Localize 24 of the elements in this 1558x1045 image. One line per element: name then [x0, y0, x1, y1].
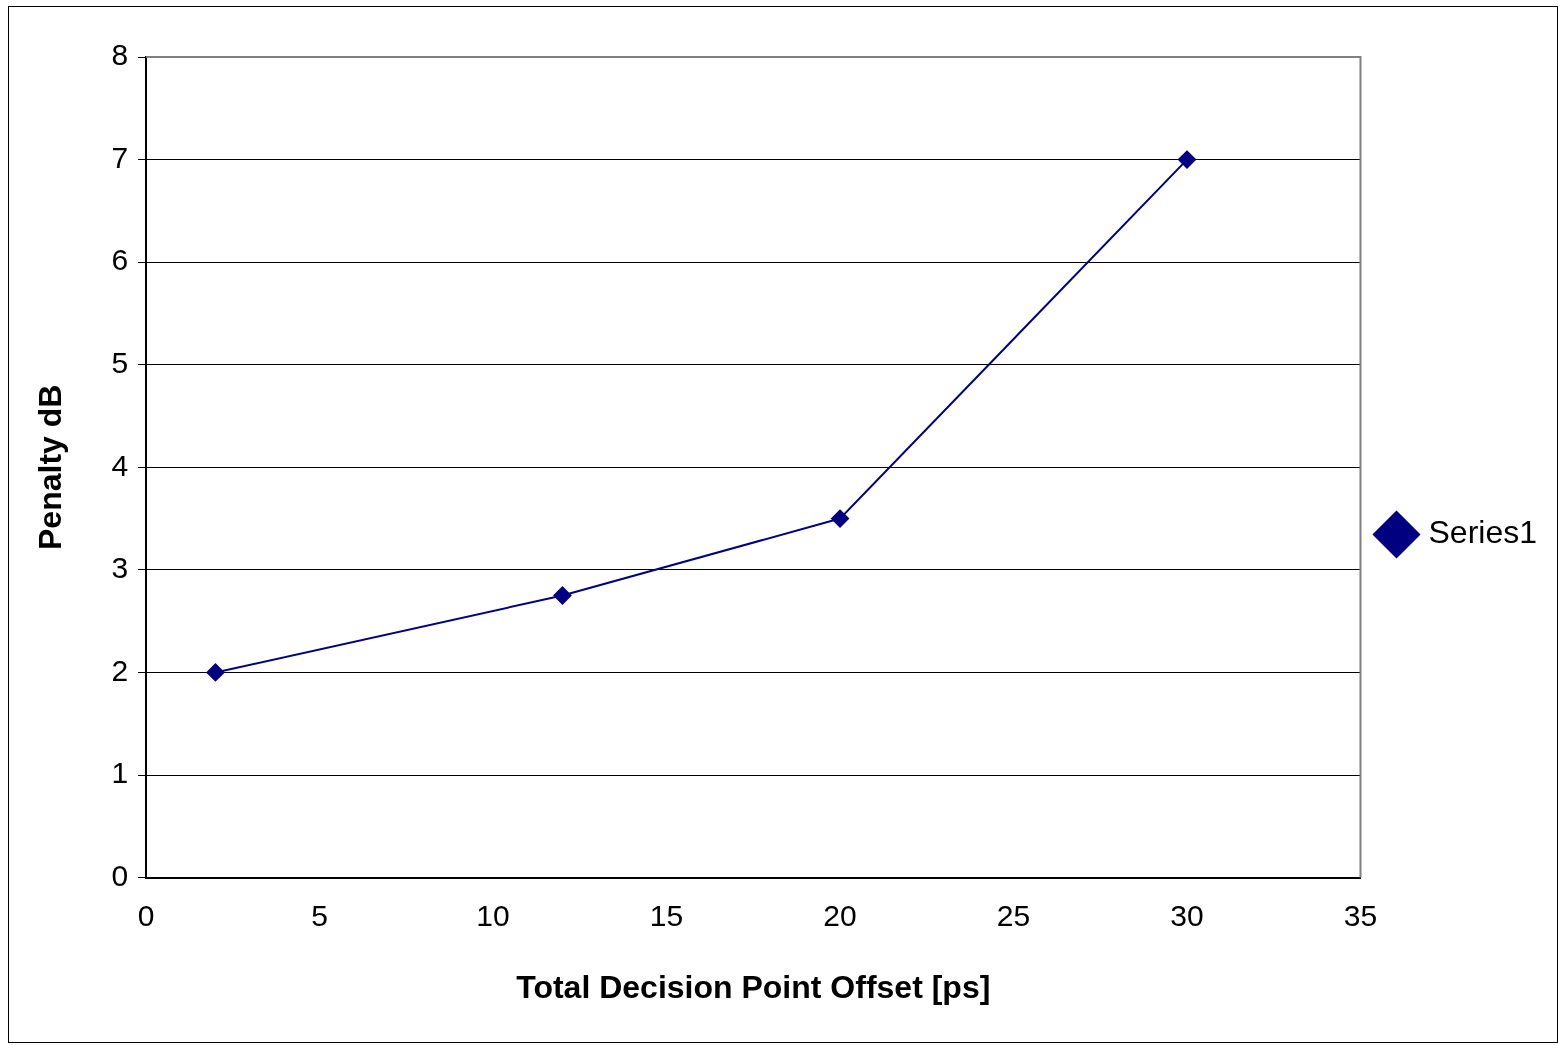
x-tick-label: 5: [311, 898, 328, 932]
x-tick-label: 20: [823, 898, 857, 932]
point: [206, 663, 225, 682]
y-tick-label: 6: [111, 243, 129, 277]
y-tick-label: 2: [111, 653, 129, 687]
legend-label: Series1: [1428, 514, 1537, 551]
x-axis-title: Total Decision Point Offset [ps]: [516, 968, 991, 1005]
x-tick-label: 0: [137, 898, 155, 932]
x-tick-label: 10: [476, 898, 510, 932]
y-tick-label: 3: [111, 551, 129, 585]
point: [831, 509, 850, 528]
x-tick-label: 25: [996, 898, 1031, 932]
y-tick-label: 8: [111, 38, 129, 72]
y-tick-label: 7: [111, 140, 129, 174]
y-axis-title: Penalty dB: [32, 384, 69, 550]
y-tick-label: 0: [111, 858, 129, 892]
point: [1178, 150, 1197, 169]
x-tick-label: 15: [649, 898, 684, 932]
x-tick-label: 30: [1170, 898, 1204, 932]
point: [553, 586, 572, 605]
y-tick-label: 1: [111, 756, 129, 790]
y-tick-label: 4: [111, 448, 129, 482]
x-tick-label: 35: [1343, 898, 1378, 932]
y-tick-label: 5: [111, 345, 129, 379]
